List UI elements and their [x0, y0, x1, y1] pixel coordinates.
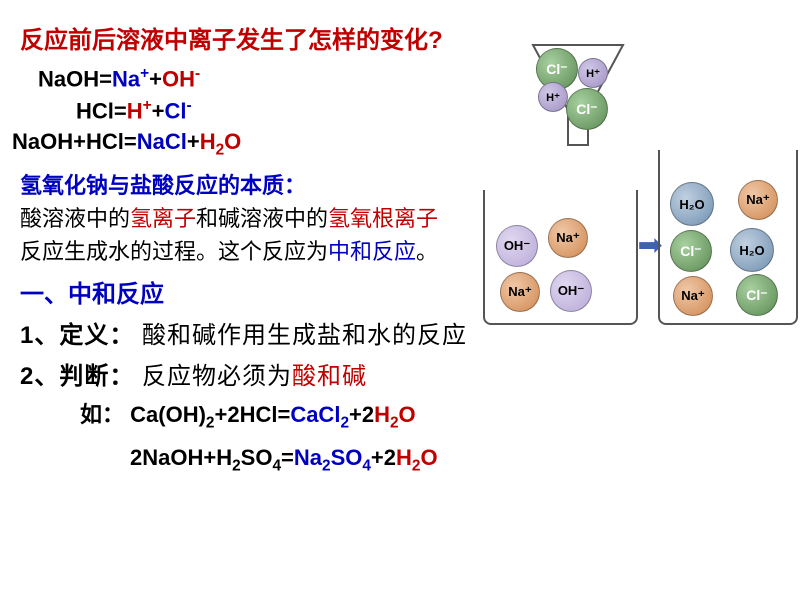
arrow-icon: ➡	[640, 225, 660, 265]
essence-text: 氢氧化钠与盐酸反应的本质： 酸溶液中的氢离子和碱溶液中的氢氧根离子反应生成水的过…	[20, 169, 450, 268]
ion-cl: Cl⁻	[670, 230, 712, 272]
example-2: 2NaOH+H2SO4=Na2SO4+2H2O	[130, 445, 790, 475]
slide-content: 反应前后溶液中离子发生了怎样的变化? NaOH=Na++OH- HCl=H++C…	[0, 0, 800, 600]
ion-na: Na⁺	[673, 276, 713, 316]
ion-h: H⁺	[538, 82, 568, 112]
ion-na: Na⁺	[738, 180, 778, 220]
judgement: 2、判断： 反应物必须为酸和碱	[20, 356, 790, 391]
ion-oh: OH⁻	[550, 270, 592, 312]
ion-cl: Cl⁻	[566, 88, 608, 130]
ion-oh: OH⁻	[496, 225, 538, 267]
ion-na: Na⁺	[500, 272, 540, 312]
diagram: Cl⁻ H⁺ H⁺ Cl⁻ OH⁻ Na⁺ Na⁺ OH⁻ ➡ H₂O Na⁺ …	[448, 40, 788, 340]
ion-h2o: H₂O	[670, 182, 714, 226]
ion-h2o: H₂O	[730, 228, 774, 272]
ion-na: Na⁺	[548, 218, 588, 258]
example-1: 如： Ca(OH)2+2HCl=CaCl2+2H2O	[80, 397, 790, 432]
essence-heading: 氢氧化钠与盐酸反应的本质：	[20, 173, 306, 198]
ion-cl: Cl⁻	[736, 274, 778, 316]
ion-h: H⁺	[578, 58, 608, 88]
